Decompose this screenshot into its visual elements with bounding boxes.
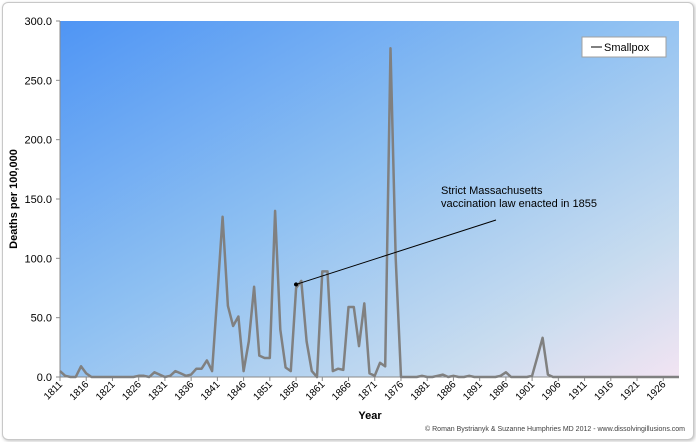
y-tick-label: 0.0: [37, 372, 52, 384]
y-axis-label: Deaths per 100,000: [8, 149, 20, 249]
x-tick-label: 1851: [251, 379, 275, 403]
series-line-smallpox: [59, 47, 679, 379]
x-tick-label: 1866: [330, 379, 354, 403]
y-tick-label: 300.0: [24, 16, 52, 28]
x-tick-label: 1826: [120, 379, 144, 403]
x-tick-label: 1871: [356, 379, 380, 403]
x-tick-label: 1911: [567, 379, 590, 402]
x-tick-label: 1846: [225, 379, 249, 403]
x-tick-label: 1901: [514, 379, 538, 403]
legend-label: Smallpox: [604, 42, 650, 54]
x-tick-label: 1831: [147, 379, 171, 403]
annotation-text: Strict Massachusetts vaccination law enac…: [441, 185, 597, 210]
x-tick-label: 1856: [278, 379, 302, 403]
x-tick-label: 1896: [487, 379, 511, 403]
x-tick-label: 1916: [592, 379, 616, 403]
credit-text: © Roman Bystrianyk & Suzanne Humphries M…: [425, 425, 685, 433]
plot-area: [60, 21, 679, 377]
y-tick-label: 200.0: [24, 135, 52, 147]
x-tick-label: 1886: [435, 379, 459, 403]
y-tick-label: 250.0: [24, 75, 52, 87]
annotation-arrow: [293, 219, 497, 287]
x-tick-label: 1821: [94, 379, 118, 403]
y-tick-label: 150.0: [24, 194, 52, 206]
x-tick-label: 1921: [619, 379, 643, 403]
x-tick-label: 1861: [304, 379, 328, 403]
x-tick-label: 1841: [199, 379, 223, 403]
x-tick-label: 1876: [383, 379, 407, 403]
x-tick-label: 1926: [645, 379, 669, 403]
x-tick-label: 1906: [540, 379, 564, 403]
x-axis-label: Year: [358, 410, 382, 422]
y-tick-label: 100.0: [24, 253, 52, 265]
x-tick-label: 1836: [173, 379, 197, 403]
x-tick-label: 1881: [409, 379, 433, 403]
y-tick-label: 50.0: [31, 313, 52, 325]
x-tick-label: 1891: [461, 379, 485, 403]
legend-box: [581, 36, 667, 58]
x-tick-label: 1816: [68, 379, 92, 403]
